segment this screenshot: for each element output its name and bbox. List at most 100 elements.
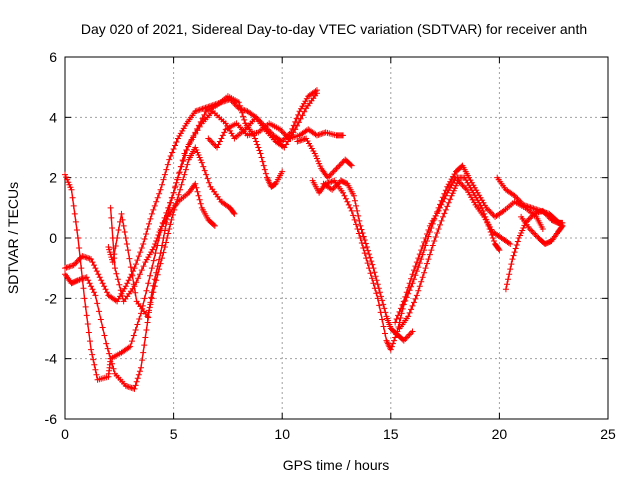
data-point: [146, 251, 153, 258]
data-point: [148, 265, 155, 272]
data-point: [327, 185, 334, 192]
data-point: [454, 180, 461, 187]
data-point: [405, 284, 412, 291]
data-point: [138, 245, 145, 252]
data-point: [211, 101, 218, 108]
data-point: [366, 251, 373, 258]
data-point: [485, 221, 492, 228]
x-tick-label: 15: [383, 426, 399, 442]
series-sat-b: [62, 87, 320, 305]
data-point: [200, 163, 207, 170]
data-point: [159, 242, 166, 249]
data-point: [82, 303, 89, 310]
data-point: [507, 266, 514, 273]
data-point: [230, 209, 237, 216]
data-point: [364, 260, 371, 267]
data-point: [88, 256, 95, 263]
data-point: [409, 271, 416, 278]
data-point: [447, 196, 454, 203]
data-point: [199, 105, 206, 112]
data-point: [358, 240, 365, 247]
data-point: [79, 275, 86, 282]
data-point: [85, 255, 92, 262]
data-point: [172, 142, 179, 149]
data-point: [180, 176, 187, 183]
data-point: [381, 305, 388, 312]
data-point: [148, 289, 155, 296]
data-point: [206, 179, 213, 186]
series-sat-n: [518, 213, 566, 248]
data-point: [341, 192, 348, 199]
data-point: [134, 321, 141, 328]
data-point: [114, 276, 121, 283]
series-sat-k: [396, 177, 514, 332]
data-point: [444, 189, 451, 196]
data-point: [132, 289, 139, 296]
data-point: [531, 210, 538, 217]
data-point: [445, 187, 452, 194]
data-point: [157, 186, 164, 193]
data-point: [445, 181, 452, 188]
data-point: [509, 256, 516, 263]
data-point: [145, 314, 152, 321]
data-point: [196, 196, 203, 203]
data-point: [110, 365, 117, 372]
data-point: [196, 123, 203, 130]
data-point: [131, 385, 138, 392]
data-point: [144, 319, 151, 326]
data-point: [86, 280, 93, 287]
data-point: [322, 180, 329, 187]
data-point: [515, 235, 522, 241]
data-point: [142, 259, 149, 266]
data-point: [107, 355, 114, 362]
data-point: [195, 192, 202, 199]
data-point: [315, 158, 322, 165]
data-point: [373, 277, 380, 284]
data-point: [345, 201, 352, 208]
data-point: [402, 293, 409, 300]
data-point: [429, 217, 436, 224]
series-sat-i: [309, 162, 546, 353]
data-point: [428, 220, 435, 227]
data-point: [444, 203, 451, 210]
data-point: [62, 171, 68, 178]
data-point: [347, 161, 354, 168]
data-point: [85, 329, 92, 336]
data-point: [114, 235, 121, 241]
data-point: [241, 116, 248, 123]
data-point: [201, 111, 208, 118]
data-point: [538, 208, 545, 215]
data-point: [89, 286, 96, 293]
data-point: [173, 179, 180, 186]
data-point: [204, 175, 211, 182]
data-point: [125, 344, 132, 351]
data-point: [143, 230, 150, 237]
data-point: [161, 227, 168, 234]
data-point: [136, 271, 143, 278]
data-point: [409, 302, 416, 309]
data-point: [505, 276, 512, 283]
data-point: [153, 198, 160, 205]
data-point: [79, 253, 86, 260]
data-point: [382, 330, 389, 337]
data-point: [350, 212, 357, 219]
data-point: [124, 280, 131, 287]
data-point: [107, 251, 114, 258]
data-point: [75, 277, 82, 284]
data-point: [371, 285, 378, 292]
data-point: [143, 287, 150, 294]
data-point: [93, 371, 100, 378]
data-point: [115, 295, 122, 302]
data-point: [199, 115, 206, 122]
data-point: [182, 166, 189, 173]
data-point: [129, 272, 136, 279]
data-point: [122, 283, 129, 290]
data-point: [307, 142, 314, 149]
data-point: [378, 293, 385, 300]
data-point: [295, 111, 302, 118]
data-point: [294, 138, 301, 145]
data-point: [410, 267, 417, 274]
data-point: [218, 99, 225, 106]
data-point: [482, 216, 489, 223]
x-tick-label: 5: [170, 426, 178, 442]
